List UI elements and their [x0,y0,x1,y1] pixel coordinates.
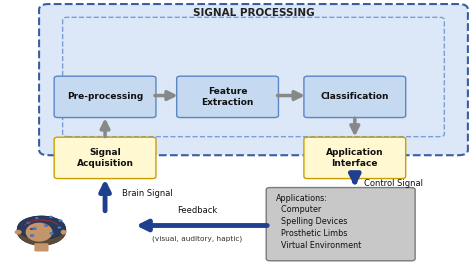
Text: Application
Interface: Application Interface [326,148,383,168]
Circle shape [57,226,61,229]
Circle shape [44,224,48,226]
Circle shape [27,222,30,224]
Text: Brain Signal: Brain Signal [121,189,173,198]
FancyBboxPatch shape [54,137,156,178]
Circle shape [33,228,36,230]
Text: Feedback: Feedback [177,206,217,215]
Ellipse shape [17,216,66,245]
Ellipse shape [61,230,66,234]
FancyBboxPatch shape [39,4,468,155]
Circle shape [30,234,34,237]
FancyBboxPatch shape [266,188,415,261]
Text: Feature
Extraction: Feature Extraction [201,87,254,107]
Ellipse shape [30,228,34,230]
Ellipse shape [18,216,65,239]
Circle shape [50,232,54,234]
FancyBboxPatch shape [35,243,48,251]
Ellipse shape [26,223,53,242]
Text: Signal
Acquisition: Signal Acquisition [77,148,134,168]
Text: Pre-processing: Pre-processing [67,92,143,101]
Ellipse shape [15,230,22,234]
FancyBboxPatch shape [177,76,278,118]
Circle shape [49,216,53,218]
FancyBboxPatch shape [304,137,406,178]
Circle shape [35,217,38,219]
Text: Applications:
  Computer
  Spelling Devices
  Prosthetic Limbs
  Virtual Environ: Applications: Computer Spelling Devices … [276,194,361,250]
Text: (visual, auditory, haptic): (visual, auditory, haptic) [152,236,242,242]
FancyBboxPatch shape [304,76,406,118]
FancyBboxPatch shape [54,76,156,118]
Text: Classification: Classification [320,92,389,101]
Text: Control Signal: Control Signal [364,178,423,188]
Circle shape [58,220,62,222]
Text: SIGNAL PROCESSING: SIGNAL PROCESSING [192,8,314,18]
